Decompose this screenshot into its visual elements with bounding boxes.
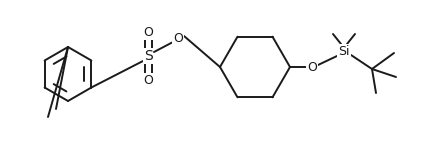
Text: O: O <box>143 25 153 38</box>
Text: S: S <box>144 49 152 63</box>
Text: O: O <box>173 32 183 45</box>
Text: O: O <box>307 61 317 74</box>
Text: O: O <box>143 74 153 86</box>
Text: Si: Si <box>338 45 350 58</box>
